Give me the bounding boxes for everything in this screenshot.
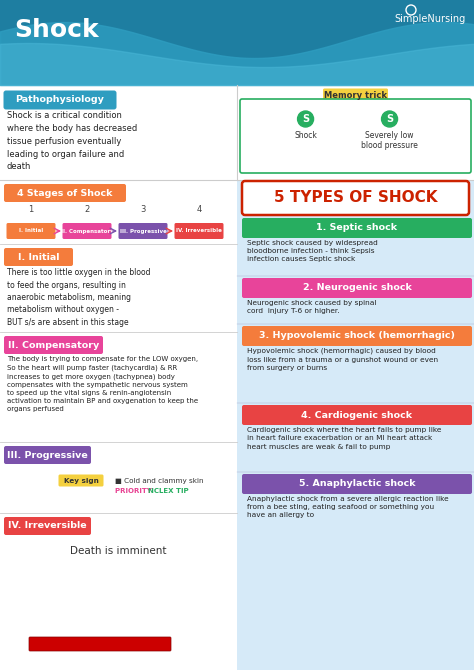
Text: Death is imminent: Death is imminent: [70, 546, 167, 556]
FancyBboxPatch shape: [242, 405, 472, 425]
Text: 2. Neurogenic shock: 2. Neurogenic shock: [302, 283, 411, 293]
Text: S: S: [302, 114, 309, 124]
Text: 3. Hypovolemic shock (hemorrhagic): 3. Hypovolemic shock (hemorrhagic): [259, 332, 455, 340]
Text: S: S: [386, 114, 393, 124]
Text: II. Compensatory: II. Compensatory: [8, 340, 99, 350]
Text: PRIORITY: PRIORITY: [115, 488, 157, 494]
Text: IV. Irreversible: IV. Irreversible: [8, 521, 87, 531]
FancyBboxPatch shape: [242, 181, 469, 215]
Text: Shock is a critical condition
where the body has decreased
tissue perfusion even: Shock is a critical condition where the …: [7, 111, 137, 172]
Text: 1. Septic shock: 1. Septic shock: [317, 224, 398, 232]
Text: 1: 1: [28, 206, 34, 214]
Text: Septic shock caused by widespread
bloodborne infection - think Sepsis
infection : Septic shock caused by widespread bloodb…: [247, 240, 378, 263]
FancyBboxPatch shape: [3, 90, 117, 109]
Text: Hypovolemic shock (hemorrhagic) caused by blood
loss like from a trauma or a gun: Hypovolemic shock (hemorrhagic) caused b…: [247, 348, 438, 371]
FancyBboxPatch shape: [237, 180, 474, 670]
Text: 5 TYPES OF SHOCK: 5 TYPES OF SHOCK: [274, 190, 437, 206]
FancyBboxPatch shape: [4, 517, 91, 535]
FancyBboxPatch shape: [240, 99, 471, 173]
Text: Shock: Shock: [294, 131, 317, 140]
Text: NCLEX TIP: NCLEX TIP: [148, 488, 189, 494]
FancyBboxPatch shape: [174, 223, 224, 239]
FancyBboxPatch shape: [4, 184, 126, 202]
FancyBboxPatch shape: [4, 248, 73, 266]
Text: Cardiogenic shock where the heart fails to pump like
in heart failure exacerbati: Cardiogenic shock where the heart fails …: [247, 427, 441, 450]
FancyBboxPatch shape: [4, 336, 103, 354]
FancyBboxPatch shape: [7, 223, 55, 239]
FancyBboxPatch shape: [242, 278, 472, 298]
Text: I. Initial: I. Initial: [19, 228, 43, 234]
Text: 3: 3: [140, 206, 146, 214]
Text: 4: 4: [196, 206, 201, 214]
Circle shape: [382, 111, 398, 127]
FancyBboxPatch shape: [118, 223, 167, 239]
Text: Anaphylactic shock from a severe allergic reaction like
from a bee sting, eating: Anaphylactic shock from a severe allergi…: [247, 496, 448, 519]
Text: 4. Cardiogenic shock: 4. Cardiogenic shock: [301, 411, 412, 419]
Circle shape: [298, 111, 314, 127]
FancyBboxPatch shape: [29, 637, 171, 651]
Text: Neurogenic shock caused by spinal
cord  injury T-6 or higher.: Neurogenic shock caused by spinal cord i…: [247, 300, 376, 314]
FancyBboxPatch shape: [242, 218, 472, 238]
Text: Memory trick: Memory trick: [324, 91, 387, 100]
Text: 4 Stages of Shock: 4 Stages of Shock: [17, 188, 113, 198]
FancyBboxPatch shape: [63, 223, 111, 239]
Text: SimpleNursing: SimpleNursing: [395, 14, 466, 24]
Text: IV. Irreversible: IV. Irreversible: [176, 228, 222, 234]
FancyBboxPatch shape: [323, 88, 388, 103]
FancyBboxPatch shape: [242, 474, 472, 494]
FancyBboxPatch shape: [58, 474, 103, 486]
Text: III. Progressive: III. Progressive: [7, 450, 88, 460]
Text: 2: 2: [84, 206, 90, 214]
Text: 5. Anaphylactic shock: 5. Anaphylactic shock: [299, 480, 415, 488]
Text: ■ Cold and clammy skin: ■ Cold and clammy skin: [115, 478, 203, 484]
Text: There is too little oxygen in the blood
to feed the organs, resulting in
anaerob: There is too little oxygen in the blood …: [7, 268, 151, 327]
FancyBboxPatch shape: [4, 446, 91, 464]
FancyBboxPatch shape: [242, 326, 472, 346]
Text: Severely low
blood pressure: Severely low blood pressure: [361, 131, 418, 150]
Text: I. Initial: I. Initial: [18, 253, 59, 261]
Text: Shock: Shock: [14, 18, 99, 42]
Text: II. Compensatory: II. Compensatory: [61, 228, 113, 234]
Text: Key sign: Key sign: [64, 478, 99, 484]
Text: III. Progressive: III. Progressive: [119, 228, 166, 234]
Text: Pathophysiology: Pathophysiology: [16, 96, 104, 105]
Text: The body is trying to compensate for the LOW oxygen,
So the heart will pump fast: The body is trying to compensate for the…: [7, 356, 198, 413]
FancyBboxPatch shape: [0, 0, 474, 85]
